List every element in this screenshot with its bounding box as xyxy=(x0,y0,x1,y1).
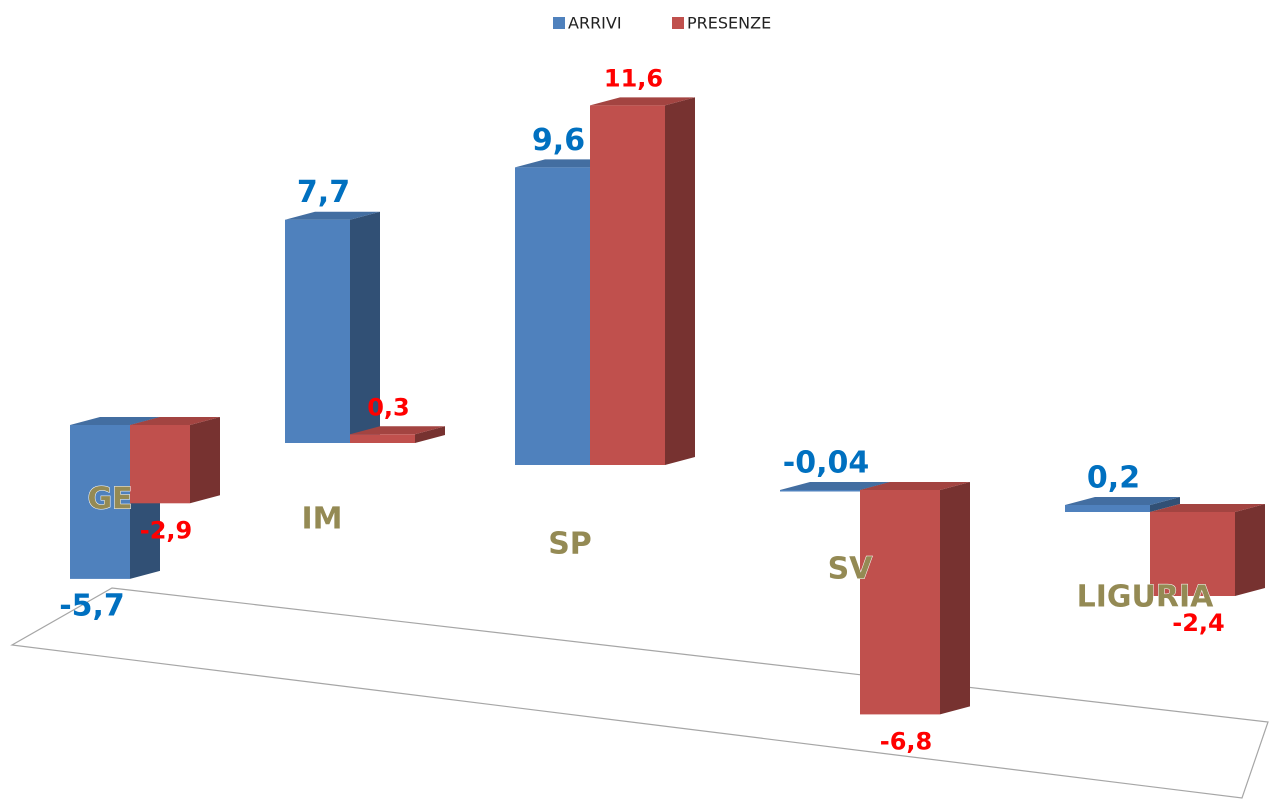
bar-side xyxy=(665,97,695,466)
legend-swatch xyxy=(553,17,565,29)
data-label: 7,7 xyxy=(297,175,350,210)
bar xyxy=(70,425,130,579)
category-label: SV xyxy=(828,552,874,587)
data-label: -0,04 xyxy=(783,446,869,481)
bar-top xyxy=(1065,497,1180,505)
data-label: -2,9 xyxy=(140,516,192,544)
legend-label: PRESENZE xyxy=(687,14,771,33)
bar xyxy=(780,490,860,492)
category-label: LIGURIA xyxy=(1077,580,1215,615)
bar-top xyxy=(1150,504,1265,512)
bar xyxy=(860,490,940,715)
bar-top xyxy=(285,211,380,220)
bar-top xyxy=(860,482,970,490)
category-label: SP xyxy=(548,527,592,562)
data-label: 11,6 xyxy=(604,64,663,92)
data-label: 9,6 xyxy=(532,123,585,158)
data-label: -6,8 xyxy=(880,727,932,755)
bar xyxy=(1065,505,1150,512)
bar xyxy=(590,105,665,466)
bar-top xyxy=(590,97,695,106)
floor xyxy=(10,587,1269,799)
bar-side xyxy=(940,482,970,715)
bar xyxy=(285,219,350,443)
category-label: IM xyxy=(301,502,342,537)
data-label: -2,4 xyxy=(1172,609,1224,637)
bar-top xyxy=(350,426,445,435)
bar-side xyxy=(190,417,220,504)
legend: ARRIVI PRESENZE xyxy=(553,14,771,33)
bar-top xyxy=(780,482,890,490)
bar-side xyxy=(1150,497,1180,512)
bar-side xyxy=(350,211,380,443)
bar xyxy=(1150,512,1235,596)
bar-top xyxy=(130,417,220,425)
plot: -5,7 -2,9 GE 7,7 0,3 IM 9,6 11,6 SP -0,04 -6,8 SV 0,… xyxy=(59,64,1265,755)
category-label: GE xyxy=(87,482,132,517)
legend-swatch xyxy=(672,17,684,29)
bar xyxy=(130,425,190,504)
bar xyxy=(515,167,590,465)
bar-side xyxy=(415,426,445,443)
data-label: 0,2 xyxy=(1087,461,1140,496)
legend-label: ARRIVI xyxy=(568,14,622,33)
data-label: 0,3 xyxy=(367,393,410,421)
bar-side xyxy=(1235,504,1265,596)
bar xyxy=(350,434,415,443)
data-label: -5,7 xyxy=(59,588,125,623)
